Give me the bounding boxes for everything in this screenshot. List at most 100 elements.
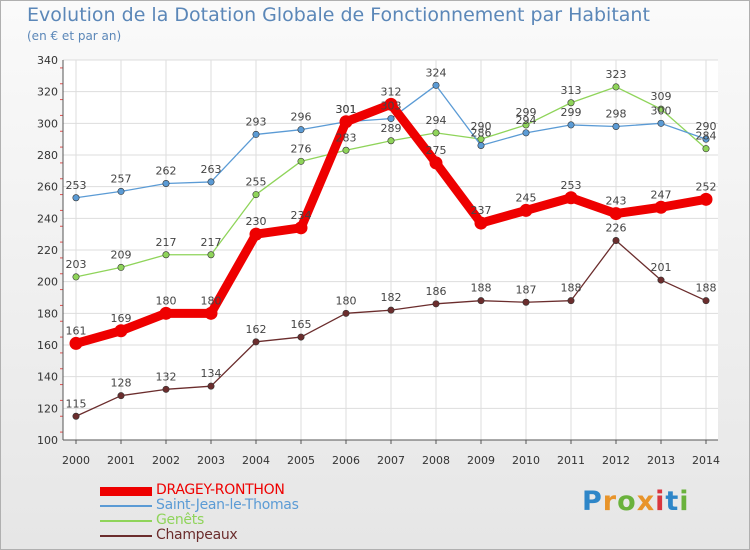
data-point — [432, 300, 440, 308]
logo-letter: o — [617, 486, 637, 517]
data-label: 128 — [111, 377, 132, 390]
data-label: 237 — [471, 204, 492, 217]
data-point — [72, 412, 80, 420]
chart-subtitle: (en € et par an) — [27, 29, 122, 43]
data-label: 162 — [246, 323, 267, 336]
y-tick-label: 140 — [37, 371, 58, 384]
data-point — [522, 298, 530, 306]
data-label: 309 — [651, 90, 672, 103]
data-point — [117, 392, 125, 400]
legend-swatch — [100, 486, 152, 496]
series-champeaux — [72, 237, 710, 420]
data-label: 294 — [426, 114, 447, 127]
data-point — [114, 324, 128, 338]
logo-letter: P — [582, 486, 603, 517]
x-tick-label: 2012 — [602, 454, 630, 467]
data-point — [342, 309, 350, 317]
data-point — [702, 135, 710, 143]
data-label: 234 — [291, 209, 312, 222]
logo-letter: t — [665, 486, 680, 517]
data-label: 180 — [201, 294, 222, 307]
data-label: 257 — [111, 172, 132, 185]
data-point — [609, 207, 623, 221]
data-label: 312 — [381, 85, 402, 98]
x-tick-label: 2002 — [152, 454, 180, 467]
data-point — [657, 276, 665, 284]
legend-label: DRAGEY-RONTHON — [156, 482, 285, 498]
data-point — [252, 130, 260, 138]
data-label: 253 — [561, 179, 582, 192]
data-point — [657, 105, 665, 113]
data-point — [699, 192, 713, 206]
data-label: 323 — [606, 68, 627, 81]
data-point — [339, 115, 353, 129]
y-tick-label: 240 — [37, 212, 58, 225]
data-label: 296 — [291, 111, 312, 124]
data-label: 132 — [156, 370, 177, 383]
data-point — [342, 146, 350, 154]
data-label: 182 — [381, 291, 402, 304]
data-point — [72, 273, 80, 281]
data-label: 180 — [156, 294, 177, 307]
data-point — [567, 99, 575, 107]
data-point — [204, 306, 218, 320]
data-label: 301 — [336, 103, 357, 116]
data-point — [117, 263, 125, 271]
y-tick-label: 280 — [37, 149, 58, 162]
data-point — [519, 203, 533, 217]
data-label: 298 — [606, 108, 627, 121]
data-point — [297, 126, 305, 134]
data-label: 255 — [246, 176, 267, 189]
data-point — [567, 297, 575, 305]
data-label: 303 — [381, 100, 402, 113]
data-point — [159, 306, 173, 320]
data-point — [207, 251, 215, 259]
series-gen-ts — [72, 83, 710, 281]
data-label: 180 — [336, 294, 357, 307]
data-label: 201 — [651, 261, 672, 274]
data-label: 252 — [696, 180, 717, 193]
x-tick-label: 2005 — [287, 454, 315, 467]
data-point — [477, 297, 485, 305]
x-tick-label: 2009 — [467, 454, 495, 467]
data-label: 226 — [606, 222, 627, 235]
data-label: 263 — [201, 163, 222, 176]
y-tick-label: 260 — [37, 181, 58, 194]
data-label: 293 — [246, 115, 267, 128]
x-tick-label: 2006 — [332, 454, 360, 467]
data-point — [522, 129, 530, 137]
data-label: 313 — [561, 84, 582, 97]
legend-label: Genêts — [156, 512, 204, 528]
data-point — [654, 200, 668, 214]
y-tick-label: 180 — [37, 307, 58, 320]
data-point — [477, 142, 485, 150]
series-dragey-ronthon — [69, 97, 713, 350]
y-tick-label: 300 — [37, 117, 58, 130]
data-point — [117, 187, 125, 195]
y-tick-label: 220 — [37, 244, 58, 257]
x-tick-label: 2013 — [647, 454, 675, 467]
data-label: 324 — [426, 66, 447, 79]
x-tick-label: 2011 — [557, 454, 585, 467]
data-point — [207, 382, 215, 390]
data-label: 300 — [651, 104, 672, 117]
data-label: 188 — [561, 282, 582, 295]
legend-swatch — [100, 520, 152, 522]
y-tick-label: 120 — [37, 402, 58, 415]
data-point — [207, 178, 215, 186]
data-point — [612, 123, 620, 131]
x-tick-label: 2010 — [512, 454, 540, 467]
data-labels: 115 128 132 134 162 165 180 182 186 188 187 188 226 2… — [66, 66, 717, 410]
legend-swatch — [100, 505, 152, 507]
x-tick-label: 2004 — [242, 454, 270, 467]
y-tick-label: 160 — [37, 339, 58, 352]
chart-title: Evolution de la Dotation Globale de Fonc… — [27, 4, 650, 26]
data-label: 230 — [246, 215, 267, 228]
data-point — [432, 129, 440, 137]
data-point — [294, 221, 308, 235]
data-point — [432, 81, 440, 89]
data-label: 247 — [651, 188, 672, 201]
data-point — [162, 251, 170, 259]
data-label: 245 — [516, 191, 537, 204]
